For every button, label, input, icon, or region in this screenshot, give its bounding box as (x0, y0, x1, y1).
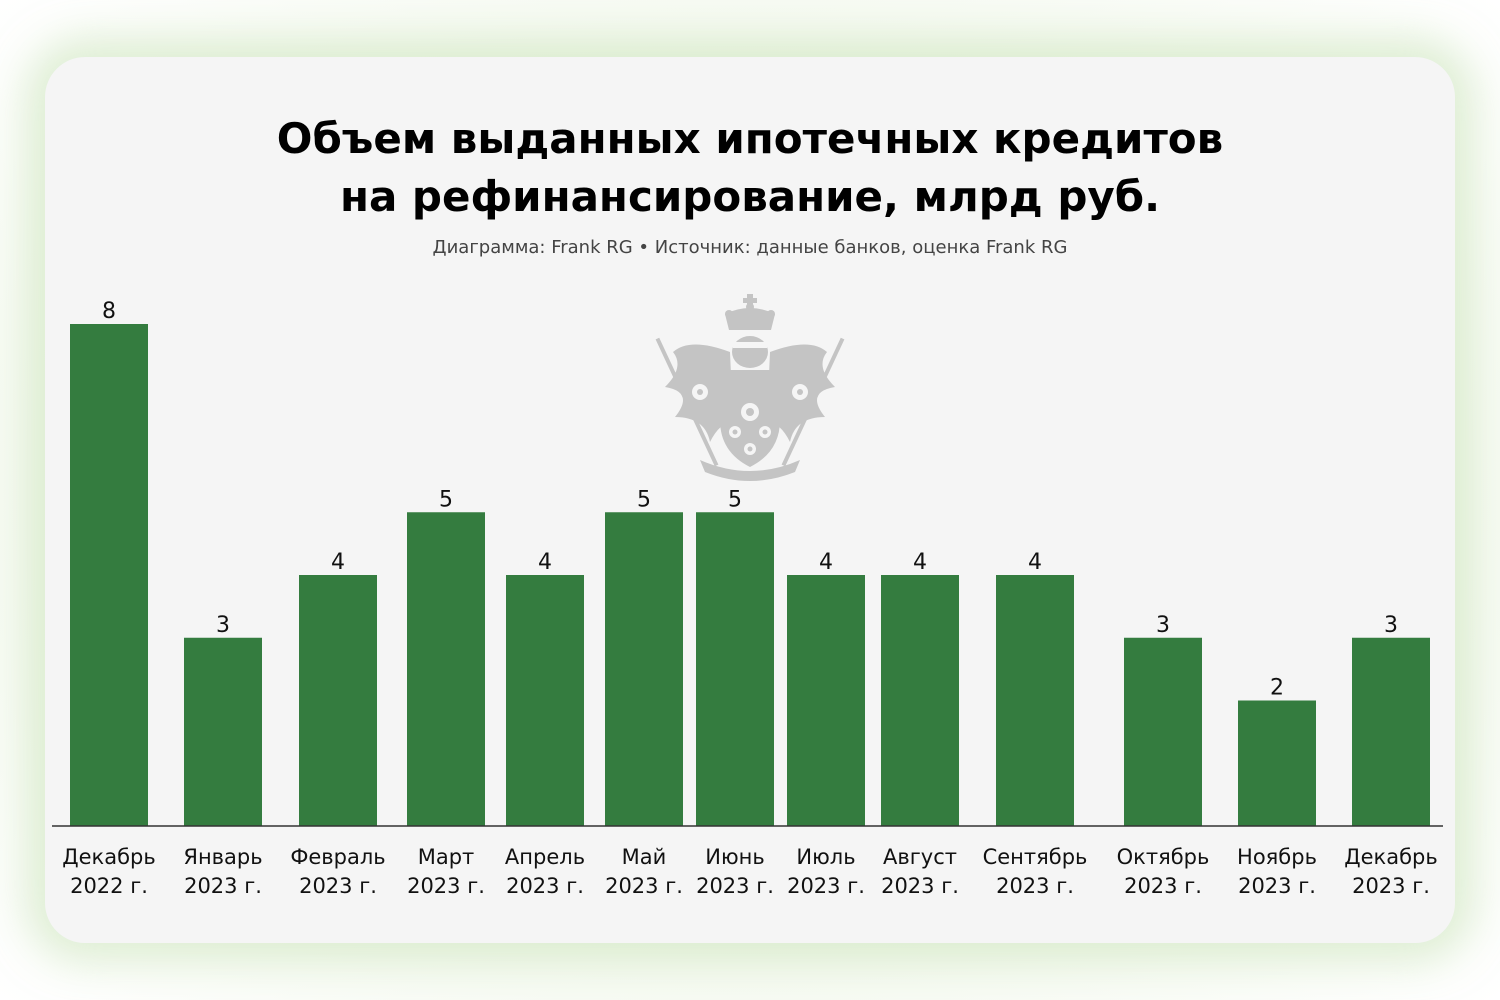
chart-title-line-2: на рефинансирование, млрд руб. (339, 172, 1161, 221)
chart-subtitle: Диаграмма: Frank RG • Источник: данные б… (432, 237, 1068, 258)
category-label-3-line-1: Март (418, 845, 475, 869)
category-label-3-line-2: 2023 г. (407, 874, 485, 898)
category-label-12-line-1: Декабрь (1344, 845, 1438, 869)
category-label-1-line-1: Январь (183, 845, 262, 869)
labels-group: 8 Декабрь 2022 г. 3 Январь 2023 г. 4 Февраль 202… (62, 299, 1438, 898)
category-label-2-line-2: 2023 г. (299, 874, 377, 898)
category-label-7-line-2: 2023 г. (787, 874, 865, 898)
category-label-12-line-2: 2023 г. (1352, 874, 1430, 898)
chart-title: Объем выданных ипотечных кредитов на реф… (45, 110, 1455, 226)
category-label-5-line-2: 2023 г. (605, 874, 683, 898)
category-label-0-line-2: 2022 г. (70, 874, 148, 898)
bar-6 (696, 512, 774, 826)
value-label-10: 3 (1156, 613, 1170, 638)
bar-5 (605, 512, 683, 826)
category-label-2-line-1: Февраль (290, 845, 385, 869)
bars-group (70, 324, 1430, 826)
category-label-4-line-1: Апрель (505, 845, 585, 869)
bar-1 (184, 637, 262, 826)
bar-0 (70, 324, 148, 826)
chart-title-line-1: Объем выданных ипотечных кредитов (276, 114, 1224, 163)
category-label-7-line-1: Июль (796, 845, 855, 869)
bar-12 (1352, 637, 1430, 826)
category-label-9-line-2: 2023 г. (996, 874, 1074, 898)
category-label-8-line-1: Август (883, 845, 957, 869)
bar-10 (1124, 637, 1202, 826)
value-label-5: 5 (637, 487, 651, 512)
value-label-0: 8 (102, 299, 116, 324)
value-label-4: 4 (538, 550, 552, 575)
category-label-8-line-2: 2023 г. (881, 874, 959, 898)
bar-3 (407, 512, 485, 826)
category-label-11-line-1: Ноябрь (1237, 845, 1317, 869)
category-label-6-line-2: 2023 г. (696, 874, 774, 898)
category-label-1-line-2: 2023 г. (184, 874, 262, 898)
category-label-5-line-1: Май (622, 845, 667, 869)
value-label-8: 4 (913, 550, 927, 575)
value-label-11: 2 (1270, 676, 1284, 701)
value-label-12: 3 (1384, 613, 1398, 638)
value-label-9: 4 (1028, 550, 1042, 575)
value-label-2: 4 (331, 550, 345, 575)
category-label-11-line-2: 2023 г. (1238, 874, 1316, 898)
value-label-6: 5 (728, 487, 742, 512)
value-label-1: 3 (216, 613, 230, 638)
bar-4 (506, 575, 584, 826)
coat-of-arms-icon (655, 294, 845, 481)
bar-7 (787, 575, 865, 826)
category-label-4-line-2: 2023 г. (506, 874, 584, 898)
category-label-10-line-2: 2023 г. (1124, 874, 1202, 898)
bar-8 (881, 575, 959, 826)
category-label-9-line-1: Сентябрь (983, 845, 1088, 869)
value-label-3: 5 (439, 487, 453, 512)
bar-11 (1238, 700, 1316, 826)
category-label-0-line-1: Декабрь (62, 845, 156, 869)
value-label-7: 4 (819, 550, 833, 575)
bar-2 (299, 575, 377, 826)
category-label-6-line-1: Июнь (705, 845, 765, 869)
category-label-10-line-1: Октябрь (1117, 845, 1210, 869)
bar-9 (996, 575, 1074, 826)
